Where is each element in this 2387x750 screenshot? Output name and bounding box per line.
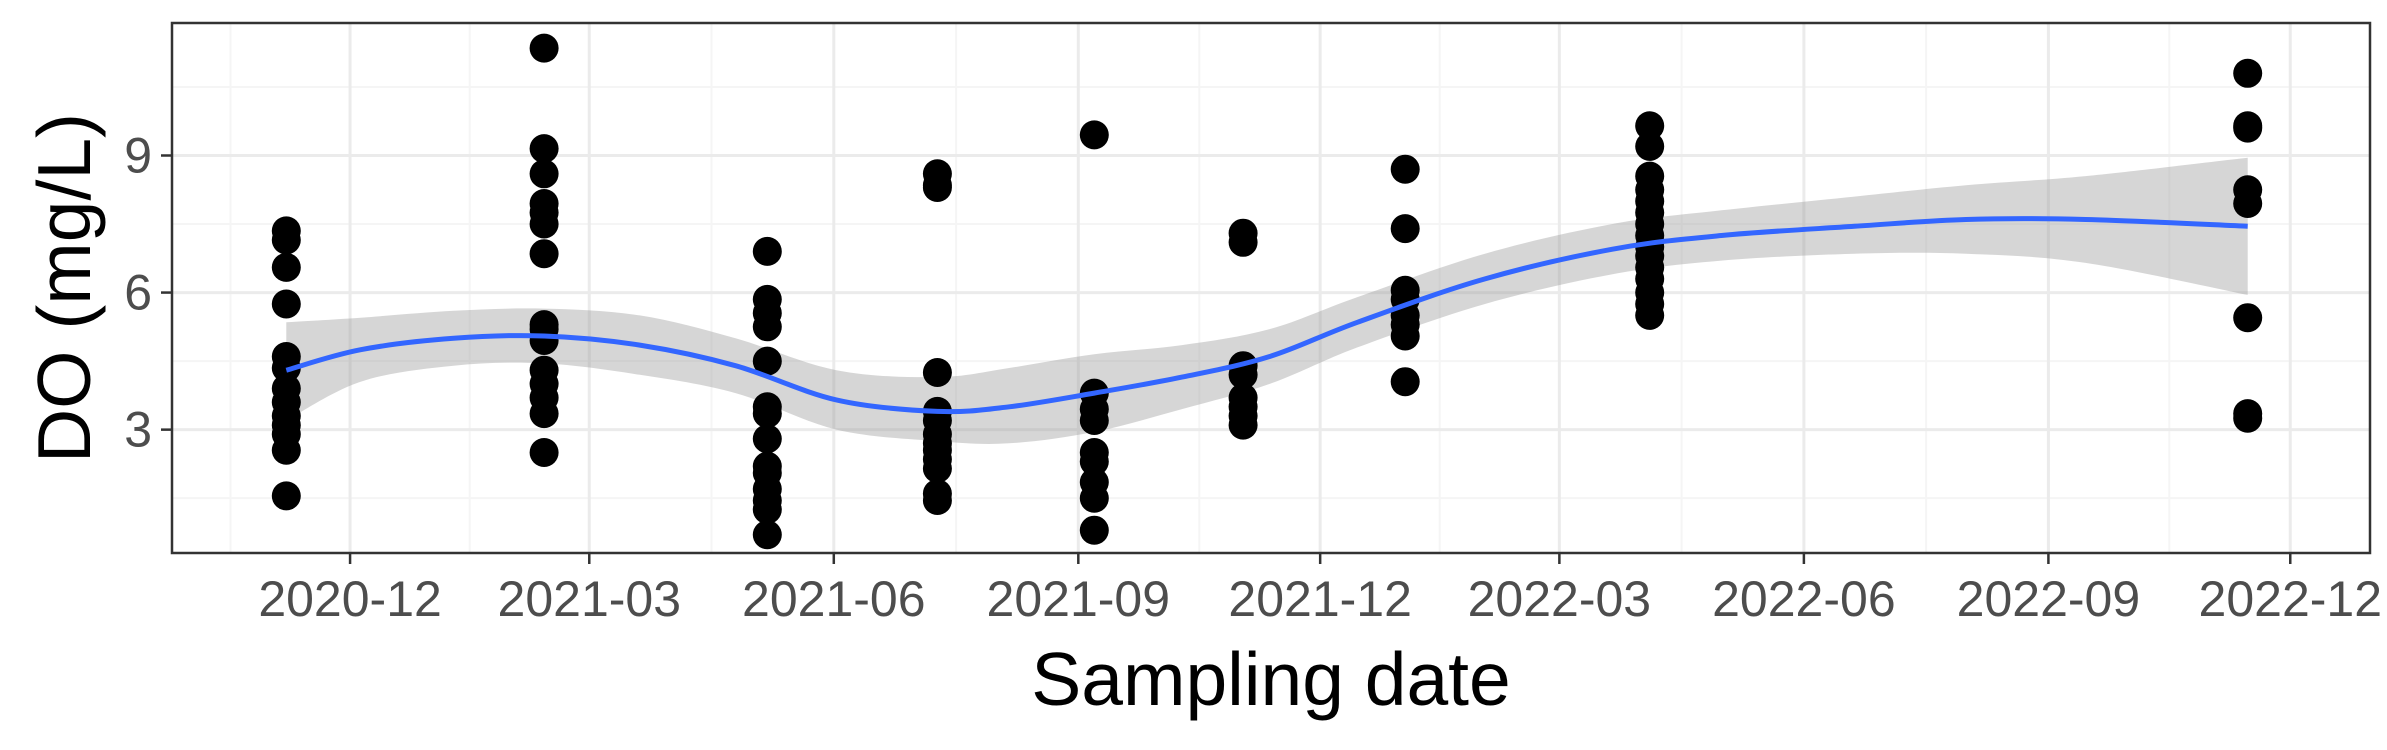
data-point xyxy=(529,134,559,164)
data-point xyxy=(529,399,559,429)
plot-panel xyxy=(172,23,2370,553)
x-axis-title: Sampling date xyxy=(1031,637,1510,721)
x-tick-label: 2021-06 xyxy=(742,571,926,627)
data-point xyxy=(1390,214,1420,244)
data-point xyxy=(529,326,559,355)
data-point xyxy=(1635,111,1665,141)
data-point xyxy=(1635,131,1665,161)
data-point xyxy=(1390,321,1420,351)
data-point xyxy=(2233,403,2263,433)
smooth-trend-line xyxy=(285,216,2248,415)
panel-border xyxy=(170,21,2372,555)
data-point xyxy=(1079,120,1109,150)
x-tick-label: 2021-03 xyxy=(498,571,682,627)
data-point xyxy=(2233,113,2263,143)
data-point xyxy=(1079,483,1109,513)
data-point xyxy=(752,346,782,376)
data-point xyxy=(1228,227,1258,257)
data-point xyxy=(1635,300,1665,330)
data-point xyxy=(529,239,559,269)
data-point xyxy=(1228,410,1258,440)
data-point xyxy=(529,209,559,239)
x-tick-label: 2021-12 xyxy=(1228,571,1412,627)
data-point xyxy=(922,454,952,483)
y-tick-label: 6 xyxy=(124,265,152,321)
data-point xyxy=(2233,303,2263,333)
data-point xyxy=(752,424,782,454)
data-point xyxy=(529,33,559,63)
y-tick-label: 9 xyxy=(124,128,152,184)
data-point xyxy=(2233,189,2263,218)
data-point xyxy=(271,252,301,282)
data-point xyxy=(1390,154,1420,184)
data-point xyxy=(752,312,782,342)
data-point xyxy=(922,358,952,387)
y-axis: 3 6 9 xyxy=(124,128,172,458)
data-point xyxy=(271,225,301,255)
data-point xyxy=(529,159,559,189)
x-tick-label: 2021-09 xyxy=(987,571,1171,627)
data-point xyxy=(1079,406,1109,435)
data-point xyxy=(922,173,952,202)
data-point xyxy=(752,495,782,525)
data-point xyxy=(1390,367,1420,397)
data-point xyxy=(271,289,301,319)
x-tick-label: 2020-12 xyxy=(258,571,442,627)
y-tick-label: 3 xyxy=(124,402,152,458)
confidence-band xyxy=(286,157,2248,444)
data-point xyxy=(2233,58,2263,88)
data-point xyxy=(1079,447,1109,477)
data-point xyxy=(271,481,301,511)
x-tick-label: 2022-06 xyxy=(1712,571,1896,627)
data-point xyxy=(752,399,782,429)
data-point xyxy=(271,435,301,465)
x-tick-label: 2022-12 xyxy=(2199,571,2383,627)
x-tick-label: 2022-09 xyxy=(1957,571,2141,627)
x-tick-label: 2022-03 xyxy=(1468,571,1652,627)
y-axis-title: DO (mg/L) xyxy=(22,113,106,463)
x-axis: 2020-12 2021-03 2021-06 2021-09 2021-12 2022-… xyxy=(258,553,2382,627)
data-point xyxy=(1079,515,1109,545)
data-point xyxy=(529,438,559,467)
data-point xyxy=(922,486,952,515)
data-point xyxy=(752,520,782,550)
data-point xyxy=(752,236,782,266)
